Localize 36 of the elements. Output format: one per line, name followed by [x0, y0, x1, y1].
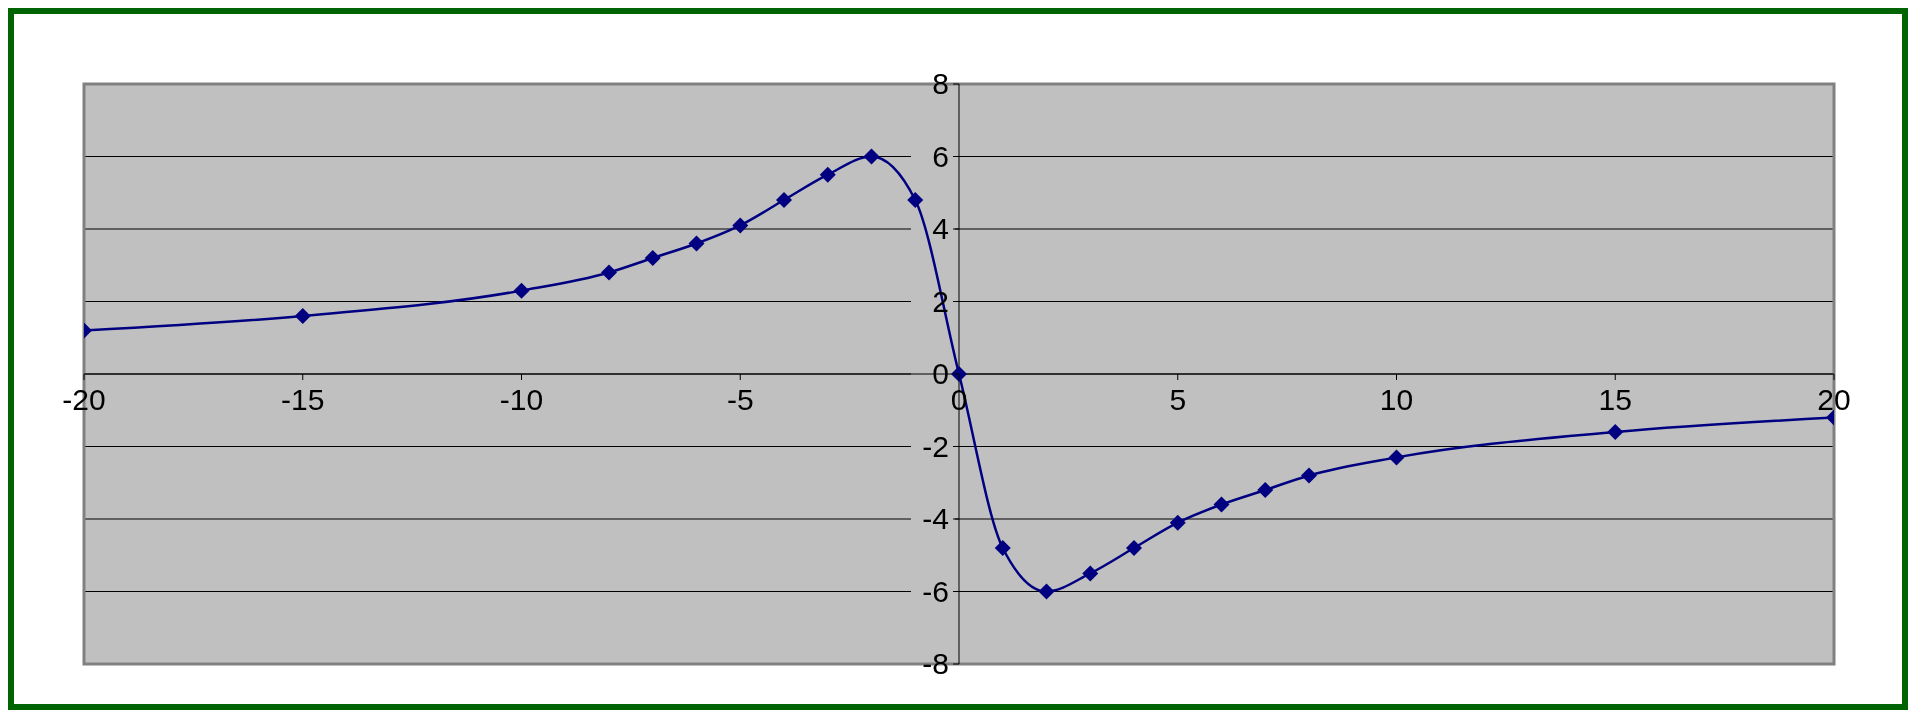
y-tick-label: -2: [922, 429, 949, 463]
point: [863, 148, 880, 165]
point: [732, 217, 749, 234]
x-tick-label: -15: [281, 383, 325, 416]
point: [1169, 514, 1186, 531]
point: [513, 282, 530, 299]
x-tick-label: 20: [1817, 383, 1851, 416]
y-tick-label: 8: [932, 67, 949, 100]
point: [644, 250, 661, 266]
point: [1257, 482, 1274, 498]
point: [601, 264, 617, 281]
point: [1082, 565, 1099, 582]
y-tick-label: 6: [932, 139, 949, 173]
x-tick-label: 10: [1379, 383, 1414, 416]
y-tick-label: 4: [932, 212, 949, 245]
y-tick-label: -6: [922, 574, 949, 608]
point: [294, 308, 311, 324]
y-tick-label: 0: [932, 357, 949, 390]
point: [1301, 467, 1317, 484]
point: [907, 192, 924, 208]
point: [1607, 424, 1624, 440]
point: [688, 235, 705, 252]
point: [776, 192, 792, 208]
x-tick-label: 15: [1598, 383, 1632, 416]
point: [1213, 496, 1230, 513]
x-tick-label: 5: [1169, 383, 1187, 416]
point: [819, 166, 836, 183]
y-tick-label: -8: [922, 647, 949, 680]
x-tick-label: -20: [62, 383, 106, 416]
point: [994, 540, 1011, 556]
point: [1038, 583, 1055, 600]
y-tick-label: -4: [922, 502, 949, 535]
x-tick-label: -5: [726, 383, 754, 416]
x-tick-label: -10: [499, 383, 544, 416]
point: [1126, 540, 1142, 556]
point: [1388, 449, 1405, 466]
